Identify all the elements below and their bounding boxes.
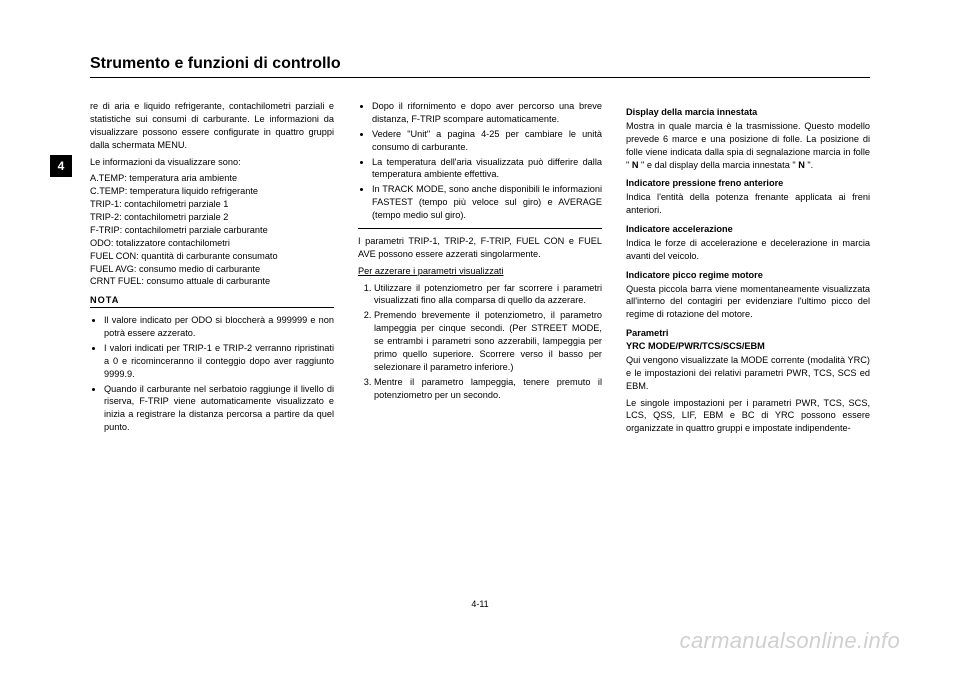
column-1: 4 re di aria e liquido refrigerante, con… [90, 100, 334, 620]
nota-label: NOTA [90, 295, 119, 305]
body-text: Indica le forze di accelerazione e decel… [626, 237, 870, 263]
subheading-params: Parametri [626, 327, 870, 340]
step-item: Utilizzare il potenziometro per far scor… [374, 282, 602, 308]
nota-item: Dopo il rifornimento e dopo aver percors… [372, 100, 602, 126]
reset-heading: Per azzerare i parametri visualizzati [358, 265, 602, 278]
body-text: Mostra in quale marcia è la trasmissione… [626, 120, 870, 172]
info-item: TRIP-2: contachilometri parziale 2 [90, 212, 228, 222]
info-list: A.TEMP: temperatura aria ambiente C.TEMP… [90, 172, 334, 288]
reset-title: Per azzerare i parametri visualizzati [358, 266, 504, 276]
body-text: Questa piccola barra viene momentaneamen… [626, 283, 870, 322]
column-3: Display della marcia innestata Mostra in… [626, 100, 870, 620]
nota-item: I valori indicati per TRIP-1 e TRIP-2 ve… [104, 342, 334, 381]
nota-item: Il valore indicato per ODO si bloccherà … [104, 314, 334, 340]
body-text: Le singole impostazioni per i parametri … [626, 397, 870, 436]
step-item: Premendo brevemente il potenziometro, il… [374, 309, 602, 373]
text-span: " e dal display della marcia innestata " [638, 160, 798, 170]
page-title: Strumento e funzioni di controllo [90, 55, 870, 78]
reset-steps: Utilizzare il potenziometro per far scor… [358, 282, 602, 402]
info-item: CRNT FUEL: consumo attuale di carburante [90, 276, 270, 286]
body-text: Qui vengono visualizzate la MODE corrent… [626, 354, 870, 393]
text-span: ". [805, 160, 813, 170]
subheading-accel: Indicatore accelerazione [626, 223, 870, 236]
info-item: C.TEMP: temperatura liquido refrigerante [90, 186, 258, 196]
body-text: I parametri TRIP-1, TRIP-2, F-TRIP, FUEL… [358, 235, 602, 261]
gear-n-icon: N [798, 160, 805, 170]
info-item: TRIP-1: contachilometri parziale 1 [90, 199, 228, 209]
body-text: Le informazioni da visualizzare sono: [90, 156, 334, 169]
info-item: F-TRIP: contachilometri parziale carbura… [90, 225, 268, 235]
subheading-gear: Display della marcia innestata [626, 106, 870, 119]
step-item: Mentre il parametro lampeggia, tenere pr… [374, 376, 602, 402]
info-item: FUEL CON: quantità di carburante consuma… [90, 251, 278, 261]
manual-page: Strumento e funzioni di controllo 4 re d… [0, 0, 960, 679]
info-item: ODO: totalizzatore contachilometri [90, 238, 230, 248]
page-number: 4-11 [0, 599, 960, 609]
info-item: A.TEMP: temperatura aria ambiente [90, 173, 237, 183]
watermark: carmanualsonline.info [680, 628, 900, 654]
info-item: FUEL AVG: consumo medio di carburante [90, 264, 260, 274]
nota-underline [90, 307, 334, 308]
body-text: re di aria e liquido refrigerante, conta… [90, 100, 334, 152]
nota-list-cont: Dopo il rifornimento e dopo aver percors… [358, 100, 602, 222]
columns: 4 re di aria e liquido refrigerante, con… [90, 100, 870, 620]
nota-list: Il valore indicato per ODO si bloccherà … [90, 314, 334, 434]
nota-item: In TRACK MODE, sono anche disponibili le… [372, 183, 602, 222]
subheading-front-brake: Indicatore pressione freno anteriore [626, 177, 870, 190]
column-2: Dopo il rifornimento e dopo aver percors… [358, 100, 602, 620]
subheading-yrc: YRC MODE/PWR/TCS/SCS/EBM [626, 340, 870, 353]
divider [358, 228, 602, 229]
body-text: Indica l'entità della potenza frenante a… [626, 191, 870, 217]
nota-item: La temperatura dell'aria visualizzata pu… [372, 156, 602, 182]
nota-item: Vedere "Unit" a pagina 4-25 per cambiare… [372, 128, 602, 154]
chapter-tab: 4 [50, 155, 72, 177]
nota-heading: NOTA [90, 294, 334, 308]
nota-item: Quando il carburante nel serbatoio raggi… [104, 383, 334, 435]
subheading-peak-rpm: Indicatore picco regime motore [626, 269, 870, 282]
